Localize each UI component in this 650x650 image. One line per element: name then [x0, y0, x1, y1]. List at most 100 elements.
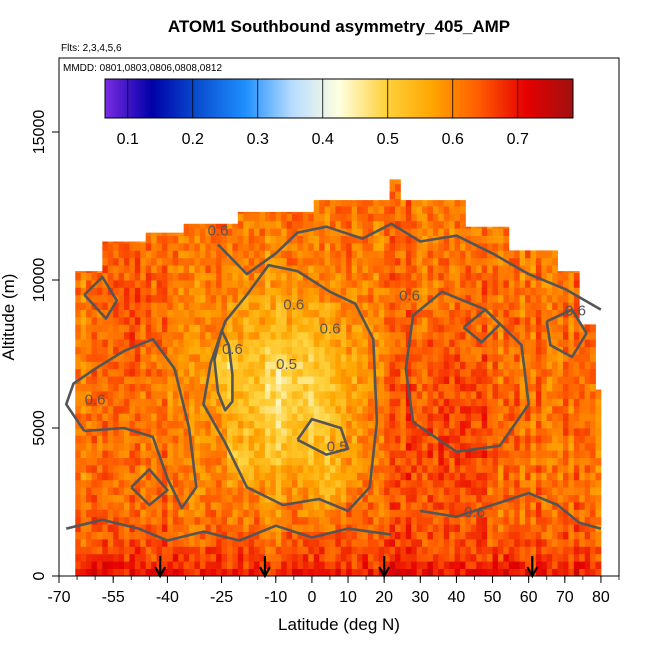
- heatmap-cell: [75, 302, 82, 310]
- heatmap-cell: [194, 376, 201, 384]
- heatmap-cell: [329, 472, 336, 481]
- heatmap-cell: [449, 442, 456, 451]
- heatmap-cell: [432, 413, 439, 421]
- heatmap-cell: [161, 361, 168, 370]
- heatmap-cell: [563, 457, 569, 466]
- heatmap-cell: [96, 435, 103, 444]
- heatmap-cell: [346, 487, 353, 495]
- heatmap-cell: [497, 524, 504, 532]
- heatmap-cell: [292, 428, 298, 436]
- heatmap-cell: [454, 546, 461, 555]
- heatmap-cell: [91, 435, 98, 444]
- heatmap-cell: [313, 487, 320, 495]
- heatmap-cell: [514, 561, 521, 569]
- heatmap-cell: [476, 391, 483, 399]
- heatmap-cell: [118, 339, 125, 347]
- heatmap-cell: [590, 420, 596, 429]
- heatmap-cell: [481, 243, 488, 251]
- heatmap-cell: [443, 376, 450, 384]
- heatmap-cell: [259, 228, 266, 236]
- heatmap-cell: [270, 398, 277, 407]
- heatmap-cell: [568, 405, 575, 414]
- heatmap-cell: [216, 539, 222, 547]
- heatmap-cell: [178, 428, 185, 436]
- heatmap-cell: [264, 287, 271, 296]
- heatmap-cell: [91, 368, 98, 377]
- heatmap-cell: [579, 516, 586, 525]
- heatmap-cell: [595, 553, 602, 562]
- heatmap-cell: [329, 200, 336, 207]
- heatmap-cell: [579, 346, 586, 355]
- heatmap-cell: [405, 354, 412, 362]
- heatmap-cell: [194, 516, 201, 525]
- heatmap-cell: [286, 213, 293, 222]
- heatmap-cell: [432, 317, 439, 325]
- heatmap-cell: [573, 465, 580, 473]
- heatmap-cell: [335, 235, 342, 244]
- heatmap-cell: [465, 487, 472, 495]
- heatmap-cell: [422, 324, 428, 333]
- heatmap-cell: [427, 228, 434, 236]
- heatmap-cell: [595, 502, 602, 510]
- heatmap-cell: [346, 516, 353, 525]
- heatmap-cell: [432, 479, 439, 488]
- heatmap-cell: [492, 376, 499, 384]
- heatmap-cell: [508, 294, 515, 303]
- heatmap-cell: [470, 361, 477, 370]
- heatmap-cell: [378, 346, 385, 355]
- heatmap-cell: [389, 479, 396, 488]
- heatmap-cell: [113, 568, 120, 576]
- heatmap-cell: [460, 257, 466, 266]
- heatmap-cell: [275, 331, 282, 340]
- heatmap-cell: [151, 494, 157, 503]
- heatmap-cell: [335, 265, 342, 273]
- heatmap-cell: [389, 235, 396, 244]
- heatmap-cell: [438, 516, 445, 525]
- heatmap-cell: [519, 250, 526, 259]
- heatmap-cell: [351, 428, 358, 436]
- heatmap-cell: [189, 235, 195, 244]
- heatmap-cell: [194, 487, 201, 495]
- heatmap-cell: [227, 243, 233, 251]
- heatmap-cell: [427, 531, 434, 540]
- heatmap-cell: [476, 435, 483, 444]
- heatmap-cell: [351, 546, 358, 555]
- heatmap-cell: [367, 354, 374, 362]
- heatmap-cell: [292, 435, 298, 444]
- heatmap-cell: [227, 413, 233, 421]
- heatmap-cell: [313, 457, 320, 466]
- heatmap-cell: [503, 265, 510, 273]
- heatmap-cell: [172, 428, 179, 436]
- heatmap-cell: [151, 442, 157, 451]
- heatmap-cell: [80, 428, 87, 436]
- heatmap-cell: [281, 509, 288, 518]
- heatmap-cell: [275, 220, 282, 229]
- heatmap-cell: [351, 420, 358, 429]
- heatmap-cell: [199, 509, 206, 518]
- heatmap-cell: [340, 302, 347, 310]
- heatmap-cell: [432, 516, 439, 525]
- heatmap-cell: [470, 235, 477, 244]
- heatmap-cell: [443, 435, 450, 444]
- heatmap-cell: [411, 287, 418, 296]
- heatmap-cell: [96, 450, 103, 458]
- heatmap-cell: [535, 509, 542, 518]
- heatmap-cell: [497, 428, 504, 436]
- heatmap-cell: [465, 457, 472, 466]
- heatmap-cell: [492, 531, 499, 540]
- heatmap-cell: [476, 420, 483, 429]
- heatmap-cell: [178, 420, 185, 429]
- heatmap-cell: [465, 376, 472, 384]
- heatmap-cell: [503, 428, 510, 436]
- heatmap-cell: [514, 502, 521, 510]
- heatmap-cell: [124, 309, 130, 318]
- heatmap-cell: [503, 368, 510, 377]
- heatmap-cell: [297, 309, 304, 318]
- heatmap-cell: [535, 546, 542, 555]
- heatmap-cell: [541, 383, 548, 392]
- heatmap-cell: [346, 561, 353, 569]
- heatmap-cell: [308, 502, 315, 510]
- heatmap-cell: [411, 368, 418, 377]
- heatmap-cell: [454, 568, 461, 576]
- heatmap-cell: [541, 398, 548, 407]
